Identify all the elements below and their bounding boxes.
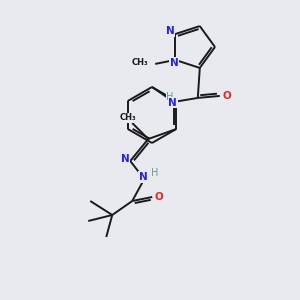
Text: N: N — [168, 98, 177, 108]
Text: H: H — [166, 92, 173, 102]
Text: N: N — [170, 58, 178, 68]
Text: O: O — [155, 192, 164, 202]
Text: H: H — [151, 168, 158, 178]
Text: N: N — [166, 26, 175, 36]
Text: O: O — [222, 91, 231, 101]
Text: CH₃: CH₃ — [132, 58, 148, 68]
Text: N: N — [139, 172, 148, 182]
Text: CH₃: CH₃ — [120, 113, 136, 122]
Text: N: N — [121, 154, 130, 164]
